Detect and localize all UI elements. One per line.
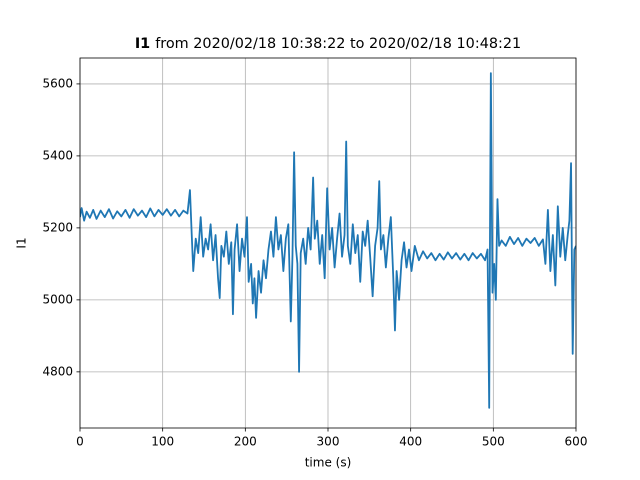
y-tick-label: 4800	[42, 364, 73, 378]
chart-title: I1 from 2020/02/18 10:38:22 to 2020/02/18…	[135, 36, 521, 52]
y-tick-label: 5600	[42, 76, 73, 90]
x-tick-label: 600	[565, 435, 588, 449]
title-signal: I1	[135, 36, 150, 52]
x-tick-label: 500	[482, 435, 505, 449]
y-tick-label: 5000	[42, 292, 73, 306]
x-tick-label: 200	[234, 435, 257, 449]
x-tick-label: 0	[76, 435, 84, 449]
y-tick-label: 5200	[42, 220, 73, 234]
y-axis-label: I1	[15, 237, 29, 248]
x-axis-label: time (s)	[305, 456, 352, 470]
y-tick-label: 5400	[42, 148, 73, 162]
x-tick-label: 300	[317, 435, 340, 449]
plot-frame	[79, 57, 577, 429]
x-tick-label: 400	[399, 435, 422, 449]
x-tick-label: 100	[151, 435, 174, 449]
data-line	[80, 72, 576, 409]
title-range: from 2020/02/18 10:38:22 to 2020/02/18 1…	[155, 36, 521, 52]
